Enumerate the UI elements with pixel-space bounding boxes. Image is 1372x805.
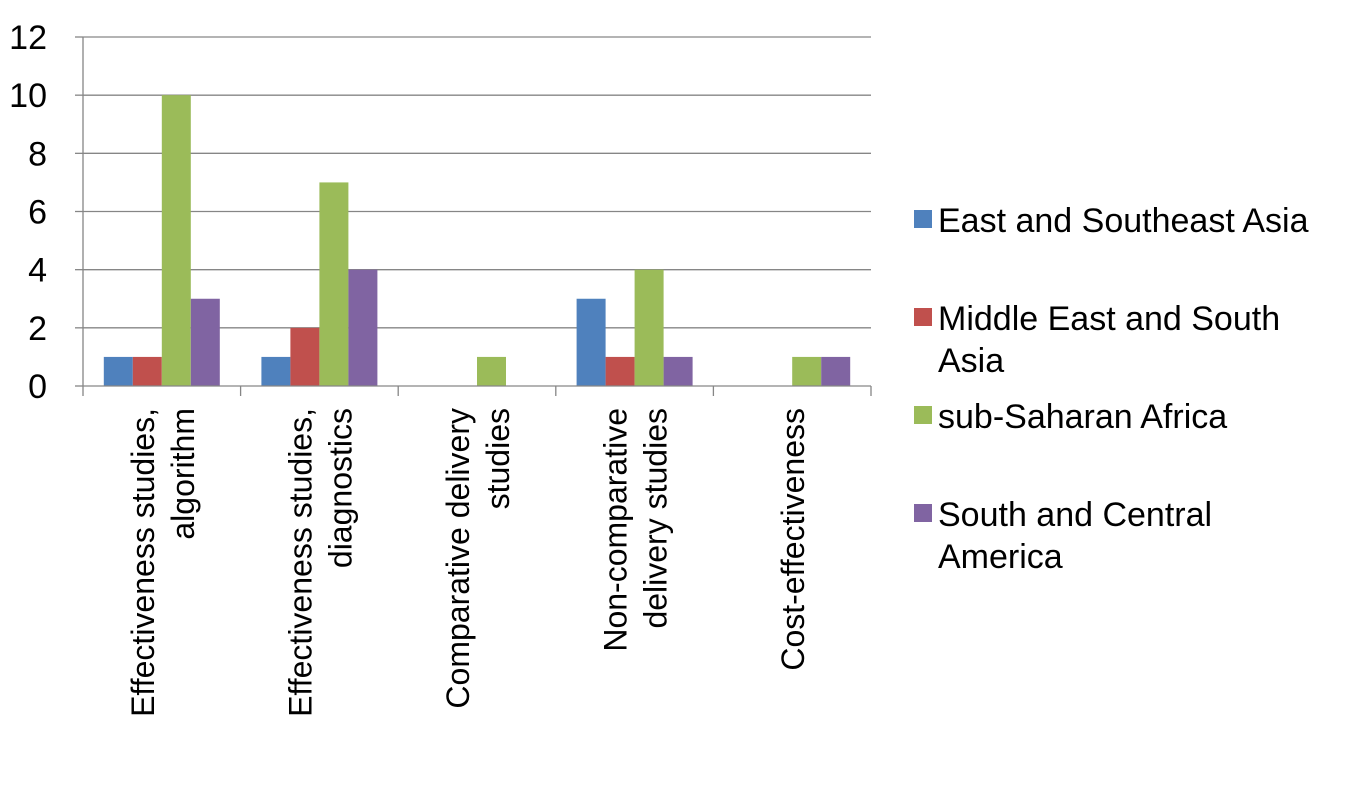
legend-label: East and Southeast Asia (938, 202, 1309, 240)
bar (348, 269, 378, 386)
x-tick-label: Comparative delivery (440, 408, 476, 709)
legend-label: South and Central America (938, 496, 1213, 576)
legend-label: sub-Saharan Africa (938, 398, 1228, 436)
legend-item-sub-saharan-africa: sub-Saharan Africa (914, 396, 1364, 494)
legend: East and Southeast Asia Middle East and … (914, 200, 1364, 592)
y-tick-label: 4 (28, 252, 47, 290)
bar (132, 356, 162, 386)
legend-item-east-southeast-asia: East and Southeast Asia (914, 200, 1364, 298)
y-tick-label: 8 (28, 135, 47, 173)
bar (477, 356, 506, 386)
x-tick-label: Cost-effectiveness (775, 408, 811, 671)
bar (634, 269, 664, 386)
x-tick-label: delivery studies (638, 408, 674, 629)
x-tick-label: Non-comparative (598, 408, 634, 652)
bar (103, 356, 133, 386)
bar (319, 182, 349, 386)
bar (261, 356, 291, 386)
axes (75, 36, 872, 396)
y-tick-label: 6 (28, 194, 47, 232)
legend-swatch (914, 504, 932, 522)
bar (605, 356, 635, 386)
x-tick-label: diagnostics (322, 408, 358, 568)
legend-item-south-central-america: South and Central America (914, 494, 1364, 592)
legend-swatch (914, 308, 932, 326)
legend-label: Middle East and South Asia (938, 300, 1281, 380)
bar (792, 356, 822, 386)
y-tick-label: 10 (9, 77, 47, 115)
bar (161, 95, 191, 387)
x-tick-label: algorithm (165, 408, 201, 540)
y-tick-label: 12 (9, 19, 47, 57)
y-tick-label: 2 (28, 310, 47, 348)
x-tick-label: Effectiveness studies, (282, 408, 318, 717)
gridlines (83, 36, 871, 329)
bar (190, 298, 220, 386)
x-tick-label: Effectiveness studies, (125, 408, 161, 717)
bar (821, 356, 851, 386)
bar (663, 356, 693, 386)
bar (576, 298, 606, 386)
bar (290, 327, 320, 386)
legend-swatch (914, 406, 932, 424)
x-tick-label: studies (480, 408, 516, 509)
legend-swatch (914, 210, 932, 228)
legend-item-middle-east-south-asia: Middle East and South Asia (914, 298, 1364, 396)
bars (103, 95, 851, 387)
y-tick-label: 0 (28, 368, 47, 406)
